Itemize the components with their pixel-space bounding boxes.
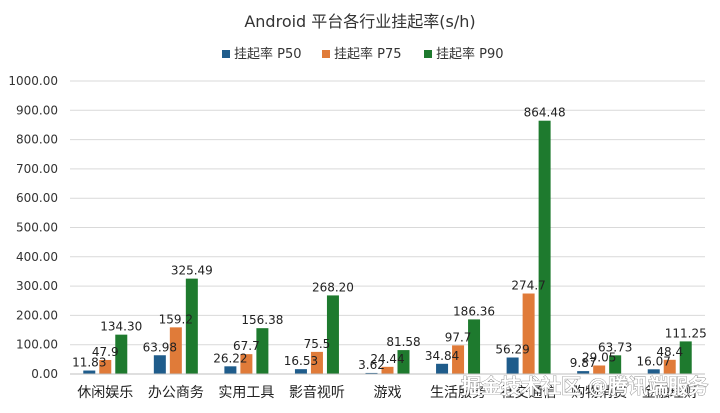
y-tick-label: 700.00 — [16, 162, 58, 176]
bar — [99, 359, 112, 374]
bar — [538, 120, 551, 374]
bar — [185, 278, 198, 374]
y-tick-label: 800.00 — [16, 133, 58, 147]
y-axis: 0.00 100.00 200.00 300.00 400.00 500.00 600.00… — [8, 74, 58, 381]
bar — [468, 319, 481, 374]
x-category-label: 实用工具 — [218, 385, 274, 401]
y-tick-label: 100.00 — [16, 338, 58, 352]
data-label: 156.38 — [241, 313, 283, 327]
data-label: 9.87 — [570, 356, 597, 370]
data-label: 34.84 — [425, 349, 459, 363]
bar — [224, 366, 237, 374]
x-category-label: 生活服务 — [430, 385, 486, 401]
data-label: 75.5 — [304, 337, 331, 351]
x-axis: 休闲娱乐 办公商务 实用工具 影音视听 游戏 生活服务 社交通信 购物消费 金融理财 — [70, 373, 705, 401]
bar — [609, 355, 622, 374]
x-category-label: 社交通信 — [501, 384, 557, 401]
data-label: 63.73 — [598, 340, 632, 354]
bar — [397, 350, 410, 374]
x-category-label: 办公商务 — [148, 385, 204, 401]
data-label: 26.22 — [213, 351, 247, 365]
data-label: 11.83 — [72, 356, 106, 370]
y-tick-label: 200.00 — [16, 308, 58, 322]
bar — [365, 372, 378, 374]
data-label: 24.44 — [370, 352, 404, 366]
y-tick-label: 300.00 — [16, 279, 58, 293]
watermark-text: 掘金技术社区 @腾讯端服务 — [461, 374, 709, 398]
data-label: 16.53 — [284, 354, 318, 368]
bar — [256, 328, 269, 374]
data-label: 864.48 — [524, 106, 566, 120]
data-label: 81.58 — [386, 335, 420, 349]
legend-label: 挂起率 P90 — [436, 46, 504, 62]
data-label: 111.25 — [665, 326, 707, 340]
legend-label: 挂起率 P75 — [334, 46, 402, 62]
data-label: 56.29 — [495, 343, 529, 357]
chart-title: Android 平台各行业挂起率(s/h) — [244, 12, 475, 31]
data-label: 325.49 — [171, 264, 213, 278]
y-tick-label: 500.00 — [16, 221, 58, 235]
x-category-label: 购物消费 — [571, 385, 627, 401]
legend-label: 挂起率 P50 — [234, 46, 302, 62]
bar — [577, 371, 590, 374]
bar — [153, 355, 166, 374]
data-label: 134.30 — [100, 320, 142, 334]
bar — [452, 345, 465, 374]
y-tick-label: 1000.00 — [8, 74, 58, 88]
bar — [326, 295, 339, 374]
data-label: 63.98 — [143, 340, 177, 354]
x-category-label: 休闲娱乐 — [77, 385, 133, 401]
bar — [381, 366, 394, 374]
bar — [169, 327, 182, 374]
bar — [593, 365, 606, 374]
data-label: 48.4 — [656, 345, 683, 359]
bar — [115, 334, 128, 374]
y-tick-label: 0.00 — [31, 367, 58, 381]
data-label: 186.36 — [453, 304, 495, 318]
bar — [679, 341, 692, 374]
y-tick-label: 900.00 — [16, 103, 58, 117]
y-tick-label: 600.00 — [16, 191, 58, 205]
x-category-label: 影音视听 — [289, 384, 345, 401]
x-category-label: 金融理财 — [642, 385, 698, 401]
data-label: 268.20 — [312, 280, 354, 294]
bar — [83, 370, 96, 374]
data-label: 3.62 — [358, 358, 385, 372]
bar — [506, 357, 519, 374]
data-label: 47.9 — [92, 345, 119, 359]
bar — [240, 354, 253, 374]
bar — [663, 359, 676, 374]
data-label: 16.07 — [637, 354, 671, 368]
legend: 挂起率 P50 挂起率 P75 挂起率 P90 — [222, 46, 504, 62]
data-label: 29.05 — [582, 350, 616, 364]
data-label: 159.2 — [159, 312, 193, 326]
data-label: 274.7 — [511, 279, 545, 293]
legend-swatch — [222, 50, 230, 58]
data-label: 67.7 — [233, 339, 260, 353]
bar — [522, 293, 535, 374]
x-category-label: 游戏 — [374, 385, 402, 401]
legend-swatch — [322, 50, 330, 58]
legend-swatch — [424, 50, 432, 58]
bars — [83, 120, 692, 374]
bar — [647, 369, 660, 374]
bar — [436, 363, 449, 374]
gridlines — [70, 80, 705, 375]
data-label: 97.7 — [445, 330, 472, 344]
y-tick-label: 400.00 — [16, 250, 58, 264]
bar — [294, 369, 307, 374]
bar — [310, 351, 323, 374]
